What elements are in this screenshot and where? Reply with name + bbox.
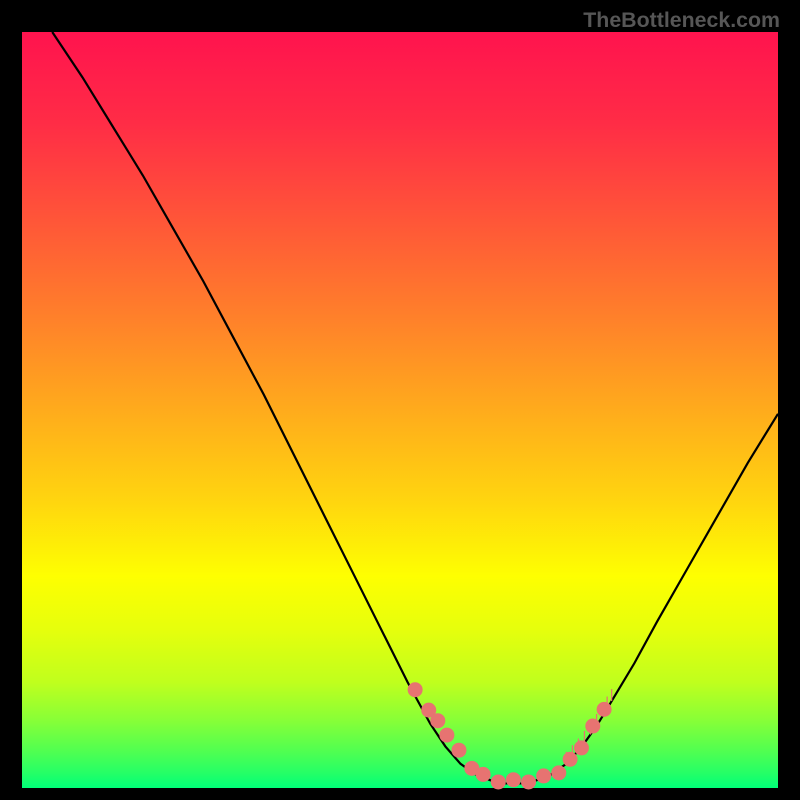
curve-layer xyxy=(22,32,778,788)
chart-container: TheBottleneck.com xyxy=(0,0,800,800)
marker-dot xyxy=(585,719,600,734)
plot-area xyxy=(22,32,778,788)
marker-dot xyxy=(536,768,551,783)
bottleneck-curve xyxy=(52,32,778,783)
marker-dot xyxy=(451,743,466,758)
marker-dot xyxy=(439,728,454,743)
marker-dot xyxy=(506,772,521,787)
marker-dot xyxy=(491,774,506,789)
marker-dot xyxy=(430,713,445,728)
watermark-text: TheBottleneck.com xyxy=(583,8,780,33)
marker-dot xyxy=(563,752,578,767)
marker-dot xyxy=(597,702,612,717)
marker-dot xyxy=(476,767,491,782)
marker-dot xyxy=(551,765,566,780)
marker-dot xyxy=(521,774,536,789)
marker-dot xyxy=(408,682,423,697)
marker-dot xyxy=(574,740,589,755)
